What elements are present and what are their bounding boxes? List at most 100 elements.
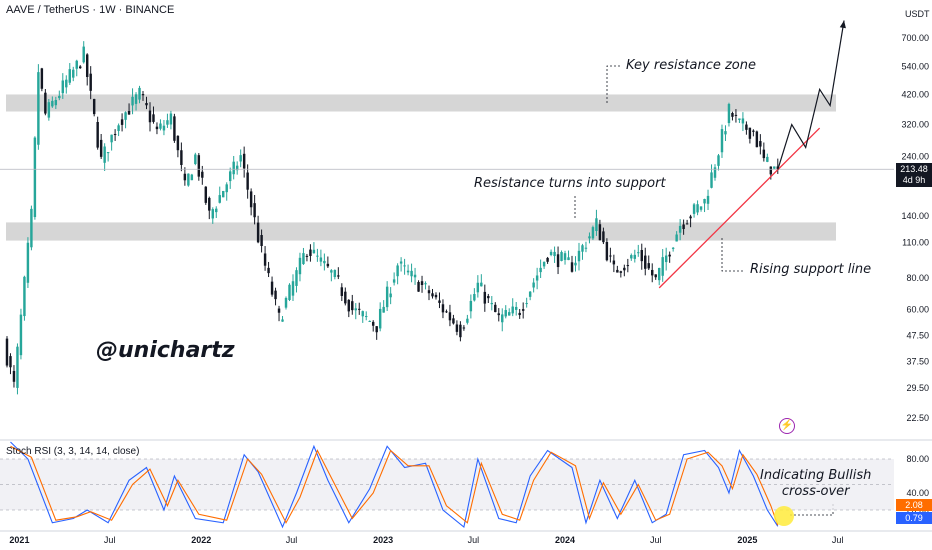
candle-body bbox=[274, 290, 277, 300]
candle bbox=[120, 113, 124, 132]
candle bbox=[131, 88, 134, 115]
candle-body bbox=[431, 293, 434, 297]
candle-body bbox=[664, 255, 668, 263]
candle bbox=[183, 167, 187, 186]
candle bbox=[745, 121, 748, 135]
projection-arrowhead bbox=[839, 20, 846, 29]
candle bbox=[661, 249, 664, 282]
price-tick-label: 29.50 bbox=[906, 383, 929, 393]
candle-body bbox=[12, 370, 16, 382]
candle bbox=[99, 133, 103, 159]
candle bbox=[410, 263, 413, 283]
candle bbox=[263, 246, 267, 271]
candle bbox=[637, 244, 640, 257]
candle-body bbox=[37, 72, 40, 145]
candle bbox=[106, 152, 110, 162]
candle-body bbox=[651, 269, 654, 276]
candle-body bbox=[253, 203, 256, 218]
candle bbox=[633, 249, 637, 263]
candle bbox=[330, 269, 333, 282]
stoch-k-value-tag: 0.79 bbox=[896, 512, 932, 524]
candle-body bbox=[208, 197, 211, 211]
candle bbox=[598, 219, 602, 241]
candle bbox=[375, 326, 378, 340]
lightning-icon[interactable]: ⚡ bbox=[779, 418, 795, 434]
candle bbox=[152, 106, 155, 124]
candle bbox=[253, 195, 256, 225]
candle-body bbox=[40, 68, 44, 89]
candle-body bbox=[738, 118, 741, 120]
candle-body bbox=[528, 291, 532, 297]
time-tick-label: 2023 bbox=[373, 535, 393, 545]
candle-body bbox=[514, 306, 518, 310]
annotation-resistance-turns-support: Resistance turns into support bbox=[474, 176, 666, 191]
time-tick-label: 2025 bbox=[737, 535, 757, 545]
candle bbox=[232, 155, 235, 180]
price-axis-group: 22.50 29.50 37.50 47.50 60.00 80.00 110.00 140.… bbox=[901, 33, 929, 423]
candle bbox=[427, 285, 431, 301]
candle-body bbox=[469, 300, 473, 312]
candle bbox=[169, 110, 173, 130]
candle bbox=[75, 59, 78, 77]
candle bbox=[560, 250, 563, 262]
candle-body bbox=[323, 260, 326, 264]
candle-body bbox=[731, 113, 734, 117]
candle-body bbox=[504, 310, 507, 317]
candle-body bbox=[703, 198, 706, 204]
candle-body bbox=[623, 267, 626, 271]
candle bbox=[490, 296, 494, 311]
crossover-highlight bbox=[774, 506, 794, 526]
candle bbox=[535, 267, 539, 290]
candle bbox=[567, 250, 570, 261]
candle-body bbox=[204, 186, 208, 203]
candle-body bbox=[68, 69, 71, 83]
candle-body bbox=[769, 166, 773, 175]
candle bbox=[703, 198, 706, 213]
candle bbox=[473, 288, 476, 302]
candle-body bbox=[546, 257, 549, 262]
candle-body bbox=[462, 327, 466, 329]
candle bbox=[333, 269, 337, 280]
candle bbox=[445, 309, 448, 314]
candle-body bbox=[755, 131, 759, 148]
candle bbox=[298, 252, 302, 282]
candle-body bbox=[134, 94, 138, 104]
candle bbox=[340, 283, 344, 302]
candle bbox=[696, 200, 699, 216]
candle-body bbox=[668, 254, 671, 257]
candle-body bbox=[696, 204, 699, 213]
candle bbox=[134, 92, 138, 111]
candle bbox=[678, 219, 682, 241]
candle bbox=[225, 182, 228, 201]
stoch-d-value-tag: 2.08 bbox=[896, 499, 932, 511]
candle-body bbox=[542, 261, 546, 267]
candle-body bbox=[246, 172, 249, 190]
candle-body bbox=[260, 235, 263, 246]
candle bbox=[469, 294, 473, 319]
candle bbox=[222, 190, 225, 198]
candle bbox=[483, 284, 487, 312]
candle bbox=[762, 142, 766, 162]
candle-body bbox=[553, 251, 556, 257]
candle-body bbox=[483, 291, 487, 304]
candle-body bbox=[727, 104, 731, 124]
candle bbox=[748, 127, 752, 144]
candle bbox=[514, 302, 518, 316]
candle-body bbox=[382, 306, 385, 313]
candle bbox=[68, 63, 71, 85]
candle-body bbox=[47, 102, 51, 118]
candle bbox=[476, 275, 480, 298]
price-tick-label: 540.00 bbox=[901, 62, 929, 72]
candle bbox=[19, 308, 23, 360]
candle-body bbox=[595, 218, 598, 232]
candle-body bbox=[319, 257, 323, 262]
candle-body bbox=[270, 281, 274, 295]
candle bbox=[542, 261, 546, 269]
candle-body bbox=[333, 270, 337, 277]
candle bbox=[65, 75, 68, 94]
candle-body bbox=[316, 255, 319, 257]
candle-body bbox=[33, 137, 37, 218]
candle bbox=[755, 130, 759, 148]
candle-body bbox=[521, 309, 525, 311]
